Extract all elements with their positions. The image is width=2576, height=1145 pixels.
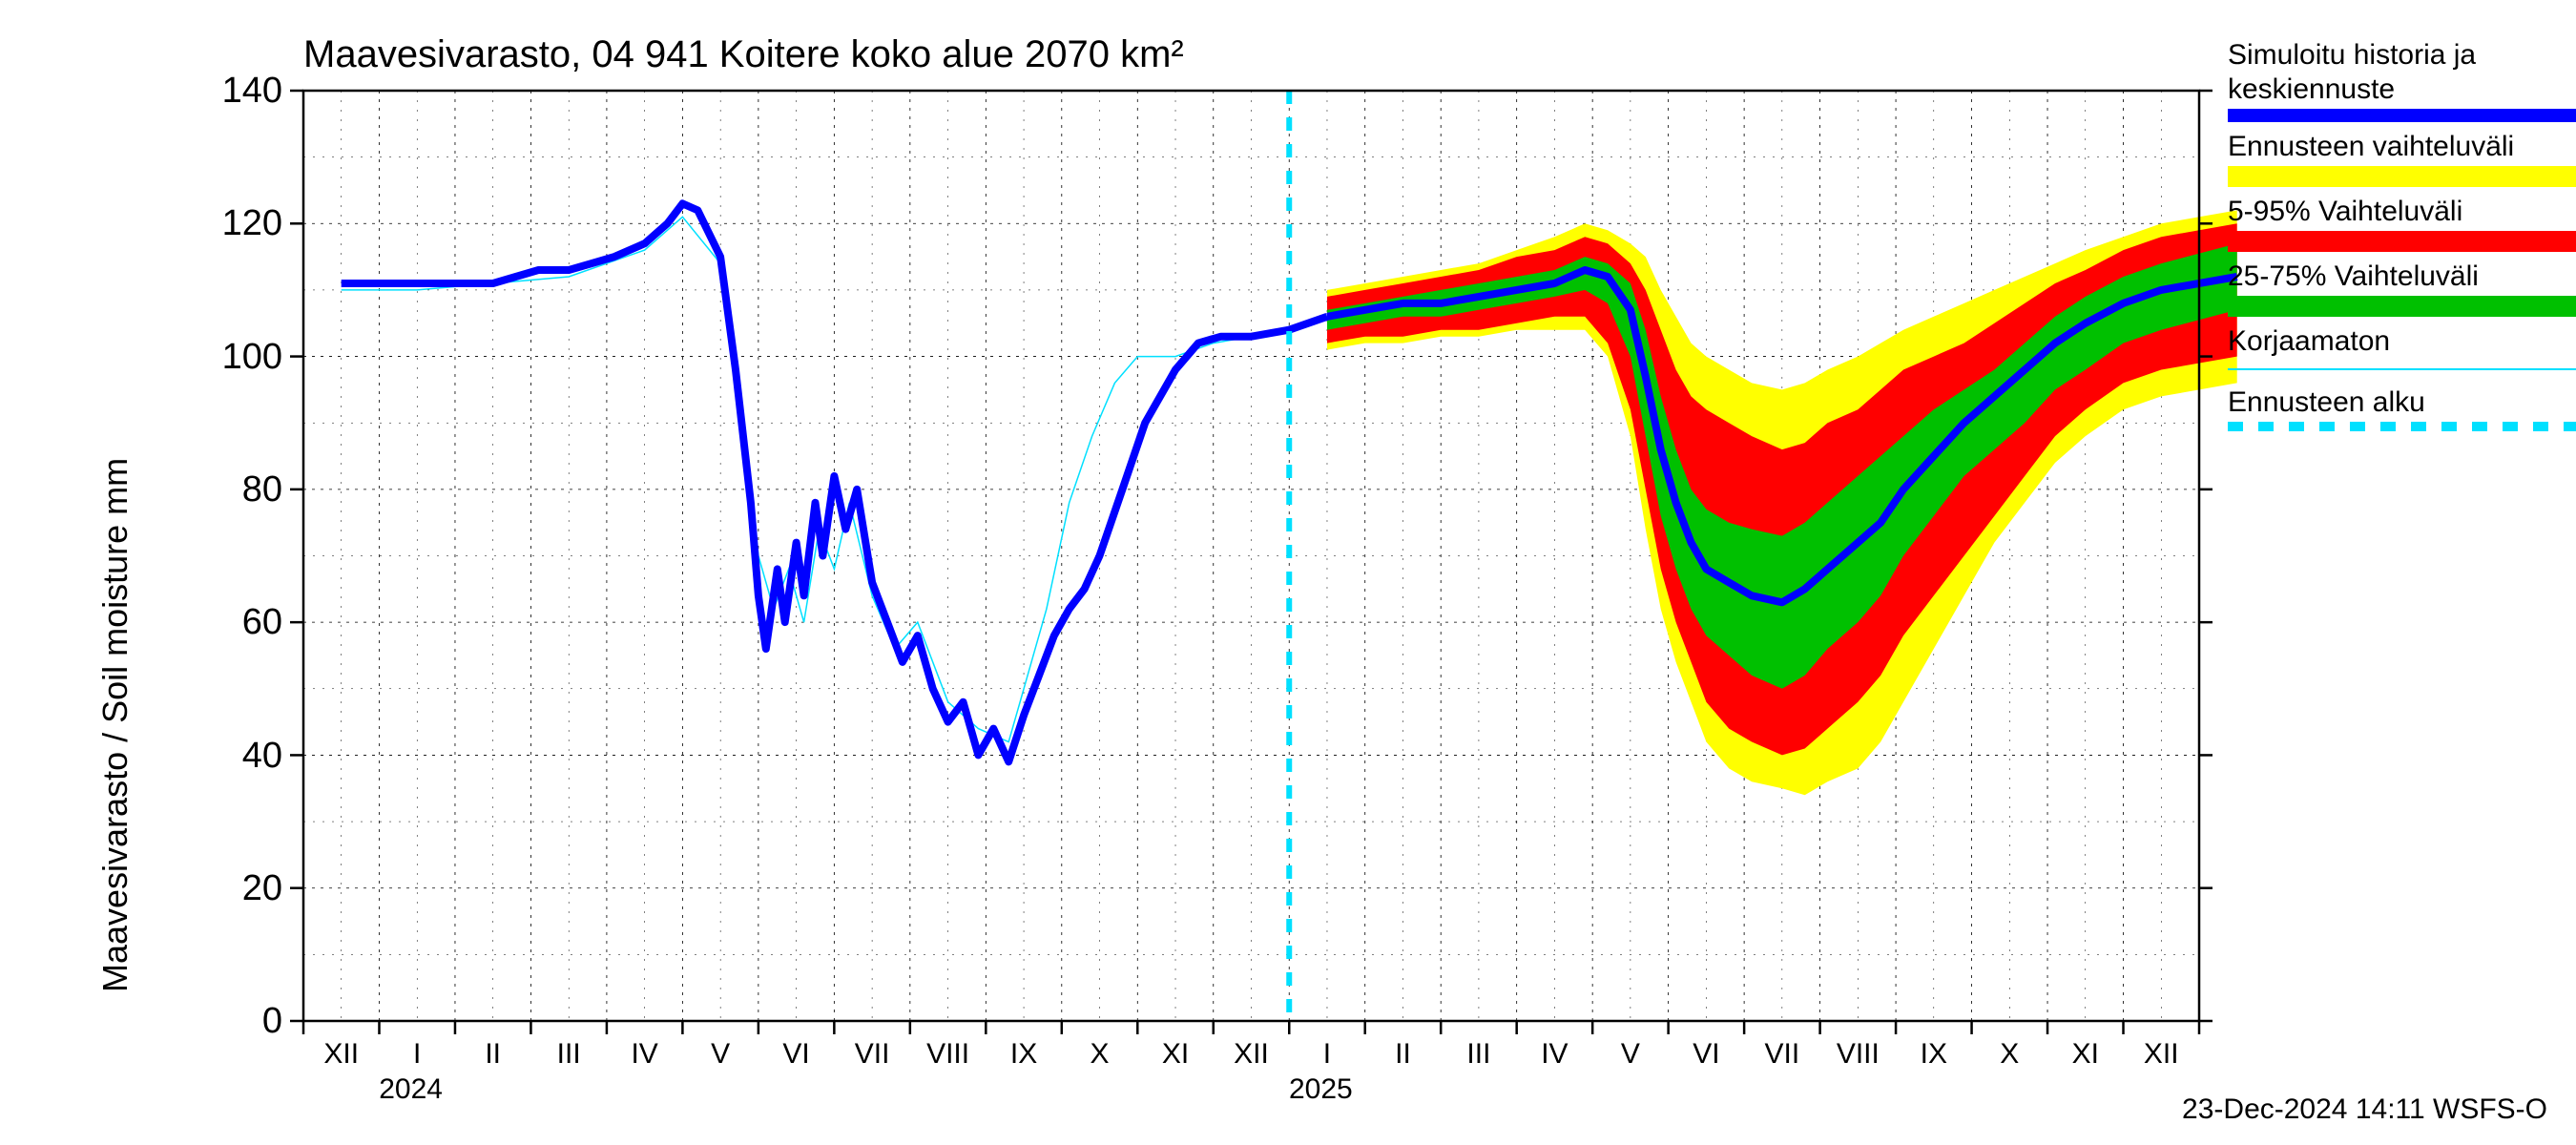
x-tick-label: III bbox=[1450, 1038, 1507, 1071]
legend-label: 5-95% Vaihteluväli bbox=[2228, 195, 2576, 229]
legend-label: Ennusteen alku bbox=[2228, 385, 2576, 420]
x-tick-label: V bbox=[1602, 1038, 1659, 1071]
legend-swatch bbox=[2228, 166, 2576, 187]
legend-label: Korjaamaton bbox=[2228, 324, 2576, 359]
x-tick-label: II bbox=[465, 1038, 522, 1071]
chart-container: Maavesivarasto, 04 941 Koitere koko alue… bbox=[0, 0, 2576, 1145]
legend-item: Simuloitu historia ja keskiennuste bbox=[2228, 38, 2576, 122]
legend-swatch bbox=[2228, 109, 2576, 122]
legend-label: Simuloitu historia ja keskiennuste bbox=[2228, 38, 2576, 107]
legend-item: Ennusteen vaihteluväli bbox=[2228, 130, 2576, 187]
legend-swatch bbox=[2228, 422, 2576, 431]
timestamp: 23-Dec-2024 14:11 WSFS-O bbox=[2182, 1093, 2547, 1126]
x-tick-label: VI bbox=[1677, 1038, 1735, 1071]
year-label: 2025 bbox=[1289, 1073, 1353, 1106]
legend-label: 25-75% Vaihteluväli bbox=[2228, 260, 2576, 294]
x-tick-label: IV bbox=[1526, 1038, 1583, 1071]
legend-item: Ennusteen alku bbox=[2228, 385, 2576, 431]
x-tick-label: VII bbox=[1754, 1038, 1811, 1071]
legend-item: 25-75% Vaihteluväli bbox=[2228, 260, 2576, 317]
y-tick-label: 140 bbox=[222, 71, 282, 112]
legend-swatch bbox=[2228, 368, 2576, 370]
legend: Simuloitu historia ja keskiennuste Ennust… bbox=[2228, 38, 2576, 439]
x-tick-label: I bbox=[1298, 1038, 1356, 1071]
x-tick-label: IX bbox=[1905, 1038, 1963, 1071]
y-tick-label: 80 bbox=[242, 469, 282, 510]
x-tick-label: III bbox=[540, 1038, 597, 1071]
legend-swatch bbox=[2228, 231, 2576, 252]
x-tick-label: XI bbox=[2057, 1038, 2114, 1071]
x-tick-label: IV bbox=[616, 1038, 674, 1071]
y-tick-label: 40 bbox=[242, 736, 282, 777]
x-tick-label: VIII bbox=[920, 1038, 977, 1071]
x-tick-label: XII bbox=[1223, 1038, 1280, 1071]
y-tick-label: 20 bbox=[242, 868, 282, 909]
y-tick-label: 0 bbox=[262, 1001, 282, 1042]
x-tick-label: II bbox=[1374, 1038, 1431, 1071]
plot-area bbox=[0, 0, 2576, 1145]
x-tick-label: IX bbox=[995, 1038, 1052, 1071]
x-tick-label: VII bbox=[843, 1038, 901, 1071]
x-tick-label: X bbox=[1981, 1038, 2038, 1071]
x-tick-label: I bbox=[388, 1038, 446, 1071]
legend-item: 5-95% Vaihteluväli bbox=[2228, 195, 2576, 252]
x-tick-label: XI bbox=[1147, 1038, 1204, 1071]
y-tick-label: 120 bbox=[222, 203, 282, 244]
y-tick-label: 60 bbox=[242, 602, 282, 643]
legend-label: Ennusteen vaihteluväli bbox=[2228, 130, 2576, 164]
x-tick-label: VI bbox=[768, 1038, 825, 1071]
legend-item: Korjaamaton bbox=[2228, 324, 2576, 370]
x-tick-label: VIII bbox=[1829, 1038, 1886, 1071]
x-tick-label: V bbox=[692, 1038, 749, 1071]
legend-swatch bbox=[2228, 296, 2576, 317]
y-tick-label: 100 bbox=[222, 337, 282, 378]
year-label: 2024 bbox=[379, 1073, 443, 1106]
x-tick-label: XII bbox=[2132, 1038, 2190, 1071]
x-tick-label: X bbox=[1071, 1038, 1129, 1071]
x-tick-label: XII bbox=[313, 1038, 370, 1071]
